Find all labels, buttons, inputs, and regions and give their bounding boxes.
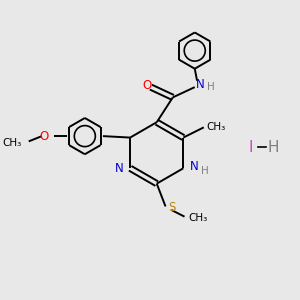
Text: CH₃: CH₃ <box>188 213 207 223</box>
Text: N: N <box>190 160 199 173</box>
Text: CH₃: CH₃ <box>207 122 226 132</box>
Text: O: O <box>142 79 151 92</box>
Text: O: O <box>39 130 49 142</box>
Text: CH₃: CH₃ <box>2 138 21 148</box>
Text: H: H <box>207 82 215 92</box>
Text: N: N <box>196 78 205 91</box>
Text: S: S <box>168 201 175 214</box>
Text: H: H <box>201 166 208 176</box>
Text: H: H <box>268 140 279 154</box>
Text: I: I <box>248 140 253 154</box>
Text: N: N <box>115 162 124 175</box>
